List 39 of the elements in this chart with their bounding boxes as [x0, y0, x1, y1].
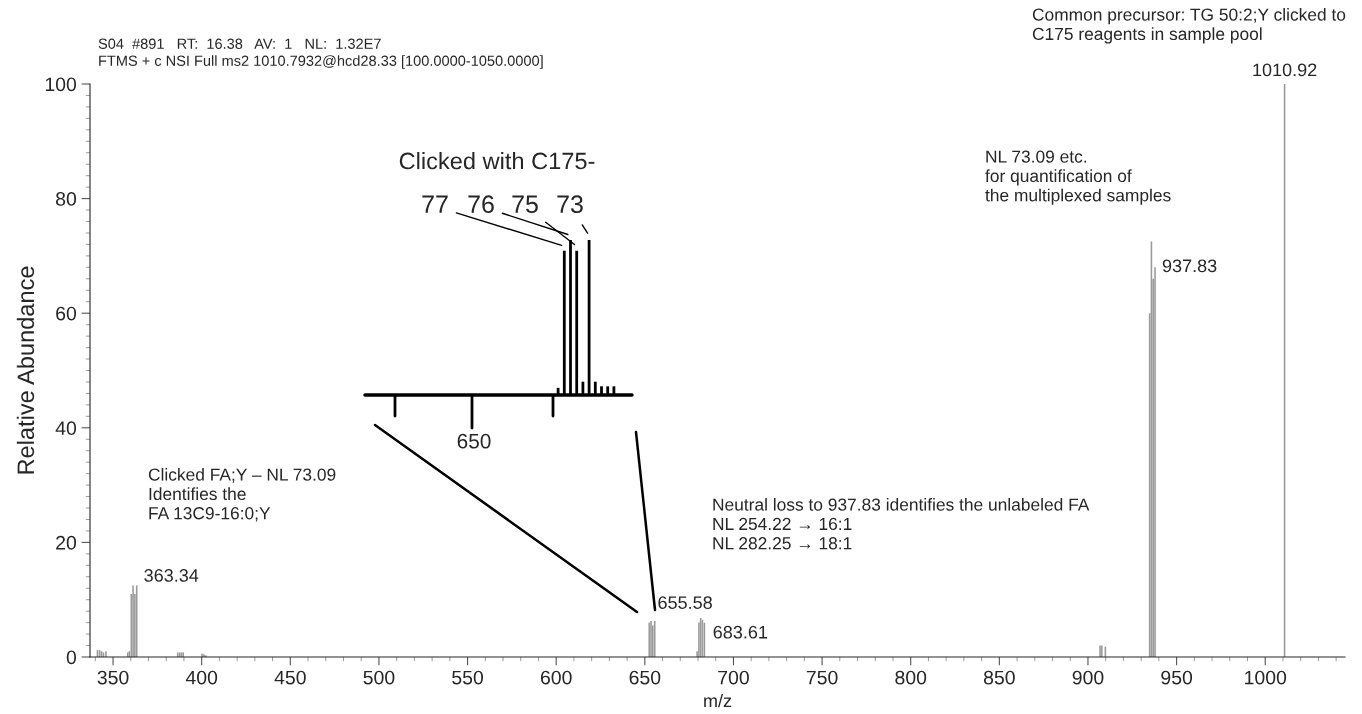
y-tick-label: 0 [66, 650, 77, 665]
x-tick-label: 650 [629, 670, 661, 685]
annotation: Neutral loss to 937.83 identifies the unlabeled FA NL 254.22 → 16:1 NL 282.25 → 18:1 [713, 498, 1090, 550]
annotation: 77 [422, 195, 448, 213]
x-tick-label: 800 [895, 670, 927, 685]
x-tick-label: 1000 [1245, 670, 1287, 685]
x-tick-label: 600 [540, 670, 572, 685]
y-tick-label: 80 [56, 192, 77, 206]
y-tick-label: 20 [56, 535, 77, 550]
x-tick-label: 950 [1161, 670, 1193, 685]
annotation: 655.58 [658, 596, 712, 609]
chart-title: S04 #891 RT: 16.38 AV: 1 NL: 1.32E7 [98, 38, 381, 49]
x-axis-title: m/z [704, 693, 732, 708]
annotation: 937.83 [1162, 259, 1217, 273]
x-tick-label: 450 [274, 670, 306, 685]
chart-title: Clicked with C175- [399, 152, 595, 170]
annotation: 76 [468, 195, 494, 214]
x-tick-label: 400 [185, 670, 218, 685]
x-tick-label: 700 [718, 670, 749, 685]
x-tick-label: 550 [452, 670, 484, 685]
y-tick-label: 60 [56, 306, 77, 321]
x-tick-label: 750 [806, 670, 838, 685]
x-tick-label: 850 [983, 670, 1015, 685]
annotation: 75 [512, 195, 538, 214]
x-tick-label: 900 [1072, 670, 1104, 685]
x-tick-label: 500 [363, 670, 395, 685]
annotation: 363.34 [144, 569, 199, 582]
annotation: NL 73.09 etc. for quantification of the multiplexed samples [985, 150, 1171, 205]
y-tick-label: 40 [55, 421, 77, 436]
annotation: 73 [557, 195, 583, 214]
annotation: 650 [457, 433, 491, 449]
annotation: 1010.92 [1253, 63, 1317, 77]
annotation: 683.61 [713, 625, 768, 639]
chart-subtitle: FTMS + c NSI Full ms2 1010.7932@hcd28.33 [100.0000-1050.0000] [99, 55, 543, 69]
text: Common precursor: TG 50:2;Y clicked to C175 reagents in sample pool [1032, 8, 1346, 44]
x-tick-label: 350 [97, 670, 129, 685]
y-tick-label: 100 [45, 77, 77, 92]
annotation: Clicked FA;Y – NL 73.09 Identifies the FA 13C9-16:0;Y [148, 468, 336, 522]
y-axis-title: Relative Abundance [16, 266, 35, 474]
